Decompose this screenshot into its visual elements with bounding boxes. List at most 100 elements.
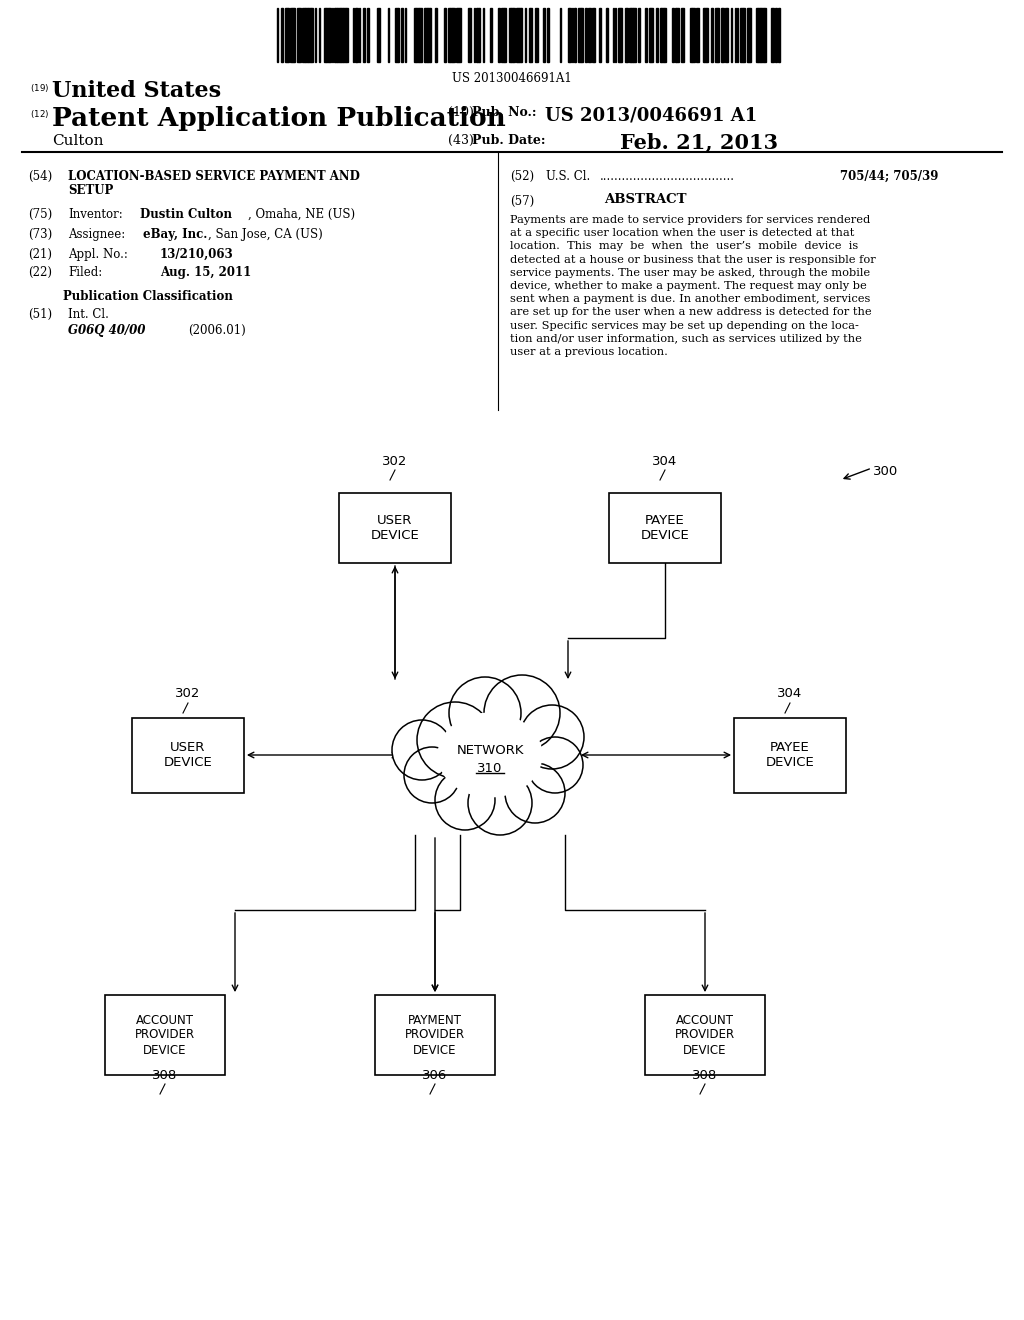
Bar (367, 8, 369, 62)
Bar (535, 8, 538, 62)
Bar (645, 8, 647, 62)
Text: 308: 308 (692, 1069, 718, 1082)
Bar (656, 8, 658, 62)
Text: United States: United States (52, 81, 221, 102)
Circle shape (468, 771, 532, 836)
Bar (428, 8, 430, 62)
Bar (339, 492, 451, 564)
Text: USER
DEVICE: USER DEVICE (164, 741, 212, 770)
Bar (302, 8, 305, 62)
Bar (771, 8, 774, 62)
Bar (676, 8, 679, 62)
Bar (311, 8, 313, 62)
Text: U.S. Cl.: U.S. Cl. (546, 170, 590, 183)
Bar (132, 718, 244, 792)
Text: LOCATION-BASED SERVICE PAYMENT AND: LOCATION-BASED SERVICE PAYMENT AND (68, 170, 359, 183)
Text: user at a previous location.: user at a previous location. (510, 347, 668, 356)
Text: Patent Application Publication: Patent Application Publication (52, 106, 506, 131)
Bar (651, 8, 653, 62)
Bar (305, 8, 308, 62)
Bar (105, 995, 225, 1074)
Bar (395, 8, 398, 62)
Text: 306: 306 (422, 1069, 447, 1082)
Bar (335, 8, 337, 62)
Text: Publication Classification: Publication Classification (63, 290, 232, 304)
Text: 310: 310 (477, 762, 503, 775)
Bar (633, 8, 636, 62)
Bar (629, 8, 631, 62)
Bar (337, 8, 340, 62)
Bar (513, 8, 515, 62)
Circle shape (520, 705, 584, 770)
Bar (341, 8, 343, 62)
Text: at a specific user location when the user is detected at that: at a specific user location when the use… (510, 228, 854, 238)
Text: (43): (43) (449, 135, 474, 147)
Text: Filed:: Filed: (68, 267, 102, 279)
Circle shape (392, 719, 452, 780)
Circle shape (449, 677, 521, 748)
Text: Feb. 21, 2013: Feb. 21, 2013 (620, 132, 778, 152)
Ellipse shape (437, 713, 543, 797)
Bar (581, 8, 583, 62)
Text: sent when a payment is due. In another embodiment, services: sent when a payment is due. In another e… (510, 294, 870, 304)
Bar (756, 8, 758, 62)
Bar (401, 8, 403, 62)
Bar (504, 8, 506, 62)
Bar (519, 8, 521, 62)
Bar (530, 8, 532, 62)
Text: (22): (22) (28, 267, 52, 279)
Text: (54): (54) (28, 170, 52, 183)
Bar (509, 8, 511, 62)
Bar (588, 8, 591, 62)
Text: (73): (73) (28, 228, 52, 242)
Text: PAYEE
DEVICE: PAYEE DEVICE (641, 513, 689, 543)
Bar (414, 8, 416, 62)
Bar (290, 8, 292, 62)
Text: 304: 304 (777, 686, 803, 700)
Bar (631, 8, 633, 62)
Bar (501, 8, 504, 62)
Bar (375, 995, 495, 1074)
Bar (468, 8, 471, 62)
Bar (346, 8, 348, 62)
Text: NETWORK: NETWORK (457, 743, 523, 756)
Circle shape (417, 702, 493, 777)
Text: Culton: Culton (52, 135, 103, 148)
Bar (490, 8, 492, 62)
Bar (740, 8, 743, 62)
Text: service payments. The user may be asked, through the mobile: service payments. The user may be asked,… (510, 268, 870, 277)
Bar (477, 8, 479, 62)
Bar (681, 8, 684, 62)
Bar (459, 8, 461, 62)
Text: Payments are made to service providers for services rendered: Payments are made to service providers f… (510, 215, 870, 224)
Text: PAYEE
DEVICE: PAYEE DEVICE (766, 741, 814, 770)
Bar (362, 8, 365, 62)
Bar (425, 8, 427, 62)
Text: US 20130046691A1: US 20130046691A1 (453, 73, 571, 84)
Text: Assignee:: Assignee: (68, 228, 125, 242)
Bar (585, 8, 587, 62)
Text: (21): (21) (28, 248, 52, 261)
Text: Pub. No.:: Pub. No.: (472, 106, 537, 119)
Bar (764, 8, 766, 62)
Text: 302: 302 (175, 686, 201, 700)
Text: ....................................: .................................... (600, 170, 735, 183)
Text: eBay, Inc.: eBay, Inc. (143, 228, 208, 242)
Text: tion and/or user information, such as services utilized by the: tion and/or user information, such as se… (510, 334, 862, 343)
Bar (326, 8, 329, 62)
Bar (743, 8, 745, 62)
Circle shape (404, 747, 460, 803)
Circle shape (527, 737, 583, 793)
Text: PAYMENT
PROVIDER
DEVICE: PAYMENT PROVIDER DEVICE (404, 1014, 465, 1056)
Text: ACCOUNT
PROVIDER
DEVICE: ACCOUNT PROVIDER DEVICE (135, 1014, 195, 1056)
Bar (498, 8, 500, 62)
Text: 300: 300 (873, 465, 898, 478)
Bar (356, 8, 358, 62)
Bar (662, 8, 664, 62)
Text: US 2013/0046691 A1: US 2013/0046691 A1 (545, 106, 758, 124)
Text: $_{(12)}$: $_{(12)}$ (30, 108, 49, 121)
Text: 302: 302 (382, 455, 408, 469)
Bar (761, 8, 764, 62)
Bar (377, 8, 380, 62)
Text: 13/210,063: 13/210,063 (160, 248, 233, 261)
